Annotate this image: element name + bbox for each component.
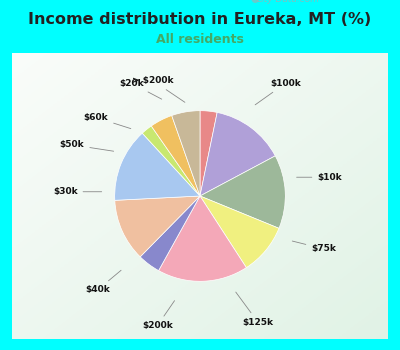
Text: City-Data.com: City-Data.com — [255, 0, 319, 4]
Text: $200k: $200k — [142, 301, 174, 330]
Wedge shape — [142, 126, 200, 196]
Wedge shape — [200, 156, 285, 228]
Wedge shape — [151, 116, 200, 196]
Text: All residents: All residents — [156, 33, 244, 46]
Text: $125k: $125k — [236, 292, 274, 327]
Wedge shape — [200, 112, 275, 196]
Wedge shape — [200, 111, 217, 196]
Wedge shape — [200, 196, 279, 268]
Wedge shape — [115, 133, 200, 200]
Text: Income distribution in Eureka, MT (%): Income distribution in Eureka, MT (%) — [28, 12, 372, 27]
Text: $10k: $10k — [297, 173, 342, 182]
Text: $40k: $40k — [85, 270, 121, 294]
Text: ●: ● — [250, 0, 259, 5]
Text: $50k: $50k — [60, 140, 114, 151]
Text: $60k: $60k — [84, 113, 131, 128]
Text: $100k: $100k — [255, 79, 301, 105]
Text: $30k: $30k — [53, 187, 102, 196]
Wedge shape — [158, 196, 246, 281]
Text: $75k: $75k — [292, 241, 336, 253]
Wedge shape — [140, 196, 200, 271]
Wedge shape — [172, 111, 200, 196]
Text: > $200k: > $200k — [132, 76, 185, 102]
Wedge shape — [115, 196, 200, 257]
Text: $20k: $20k — [120, 79, 162, 99]
